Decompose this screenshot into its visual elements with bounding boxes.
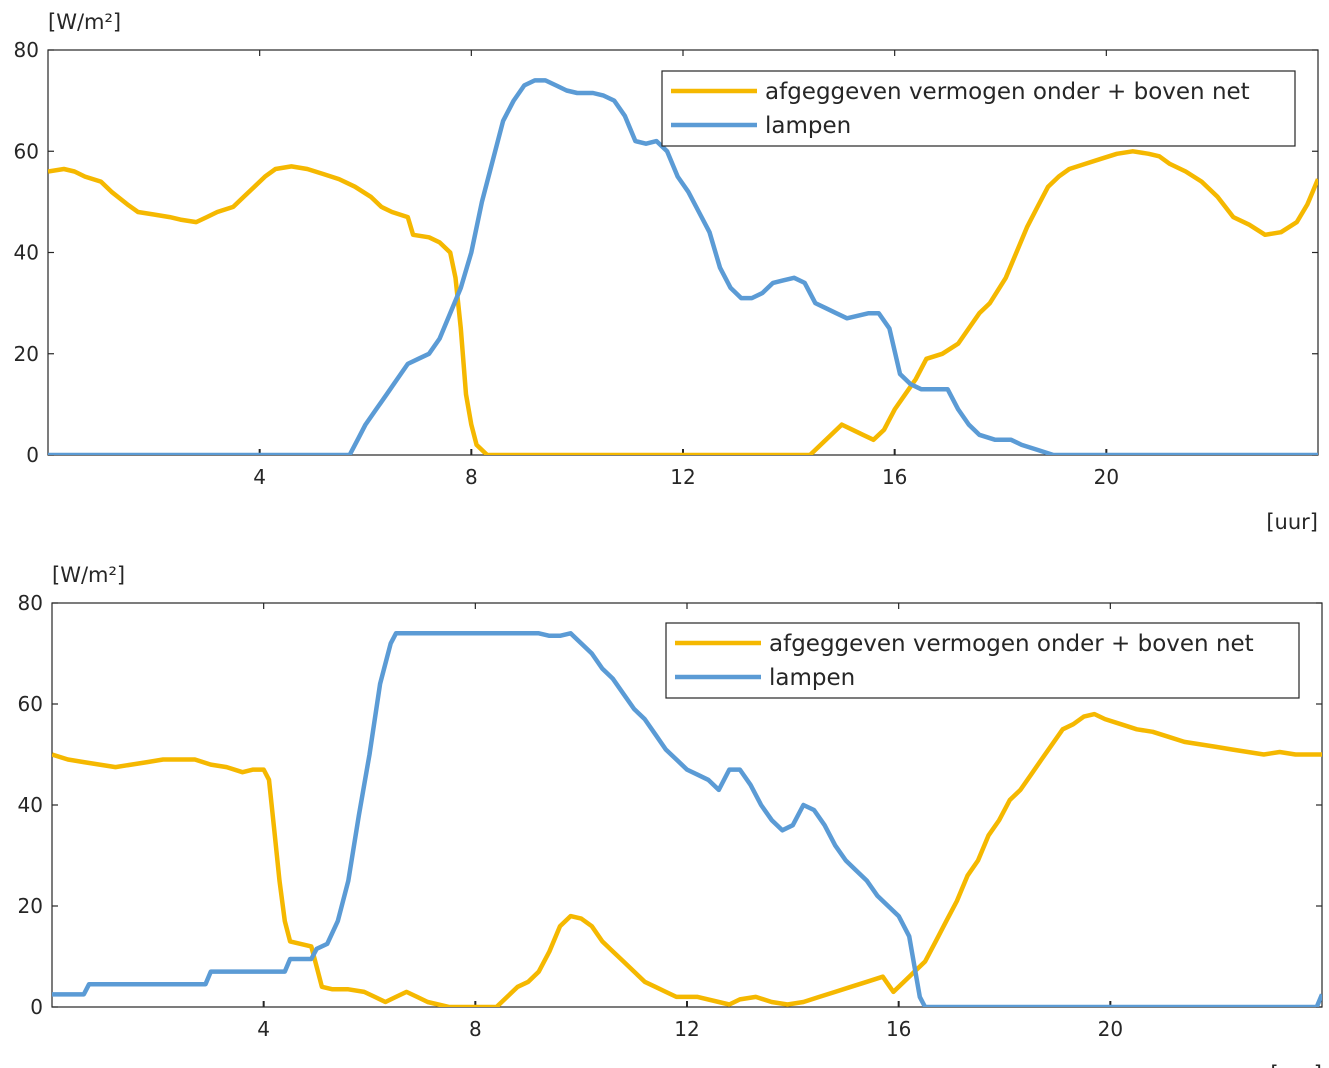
x-tick-label: 4 [253,465,266,489]
x-tick-label: 8 [465,465,478,489]
legend-box [665,622,1300,699]
x-tick-label: 20 [1094,465,1119,489]
legend: afgeggeven vermogen onder + boven net lam… [665,622,1300,699]
chart-panel-2: 4 8 12 16 20 0 20 40 60 80 [W/m²] [uur] afgeggeven v… [18,563,1323,1068]
chart-panel-1: 4 8 12 16 20 0 20 40 60 80 [W/m²] [uur] afgeggeven v… [14,10,1319,534]
series-line-afgeggeven-vermogen [52,711,1322,1007]
x-tick-label: 16 [886,1017,911,1041]
x-axis-label: [uur] [1266,510,1318,534]
legend-label: afgeggeven vermogen onder + boven net [769,631,1254,657]
x-axis-label: [uur] [1270,1062,1322,1068]
x-tick-label: 8 [469,1017,482,1041]
y-tick-label: 60 [14,139,39,163]
series-line-lampen [52,631,1322,1007]
y-tick-label: 0 [26,443,39,467]
y-tick-label: 80 [18,591,43,615]
y-axis-label: [W/m²] [52,563,125,587]
series-line-lampen [48,78,1318,455]
y-tick-label: 20 [14,342,39,366]
y-tick-label: 40 [18,793,43,817]
y-tick-label: 60 [18,692,43,716]
x-tick-label: 20 [1098,1017,1123,1041]
y-tick-label: 40 [14,241,39,265]
series-line-afgeggeven-vermogen [48,149,1318,455]
x-tick-label: 16 [882,465,907,489]
y-axis-label: [W/m²] [48,10,121,34]
y-tick-label: 0 [30,995,43,1019]
y-tick-label: 20 [18,894,43,918]
y-tick-label: 80 [14,38,39,62]
legend-label: lampen [769,665,855,691]
legend-label: lampen [765,113,851,139]
x-tick-label: 4 [257,1017,270,1041]
x-tick-label: 12 [670,465,695,489]
x-tick-label: 12 [674,1017,699,1041]
legend: afgeggeven vermogen onder + boven net lam… [661,70,1296,147]
legend-label: afgeggeven vermogen onder + boven net [765,79,1250,105]
legend-box [661,70,1296,147]
